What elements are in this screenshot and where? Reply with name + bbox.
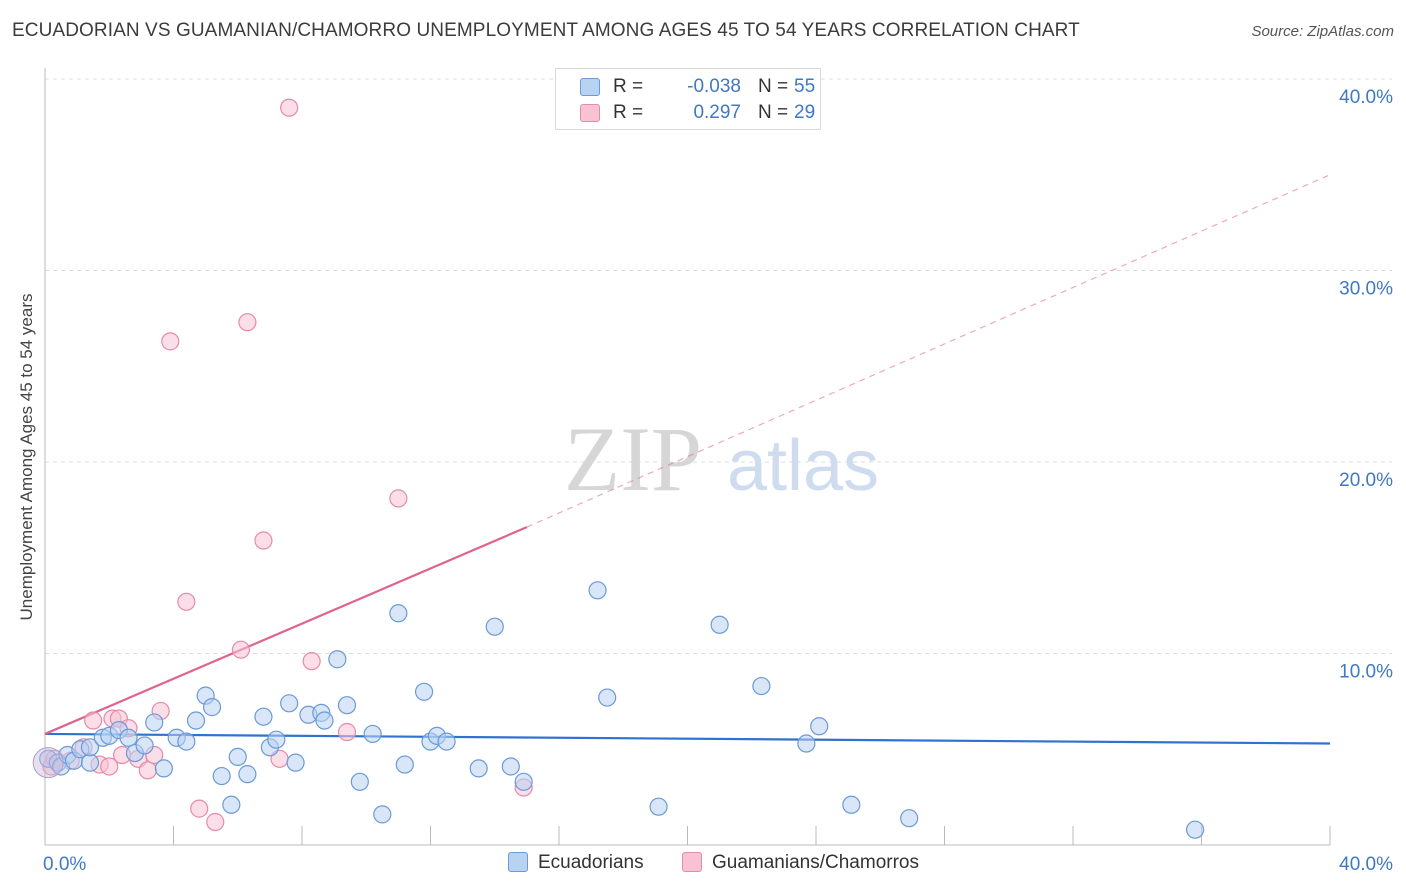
bottom-legend-guamanians: Guamanians/Chamorros <box>682 852 919 874</box>
guamanians-point <box>280 98 299 117</box>
ecuadorians-point <box>154 759 173 778</box>
ecuadorians-point <box>797 734 816 753</box>
legend-swatch-pink <box>580 104 600 122</box>
x-tick-label-max: 40.0% <box>1339 854 1393 875</box>
ecuadorians-point <box>315 711 334 730</box>
legend-n-value: 55 <box>794 76 816 97</box>
ecuadorians-point <box>900 809 919 828</box>
ecuadorians-point <box>395 755 414 774</box>
cluster-point <box>32 747 64 779</box>
bottom-legend-ecuadorians: Ecuadorians <box>508 852 644 874</box>
ecuadorians-point <box>389 604 408 623</box>
legend-n-label: N = <box>758 76 789 97</box>
watermark: ZIP atlas <box>564 408 879 510</box>
watermark-zip: ZIP <box>564 408 702 510</box>
guamanians-point <box>138 761 157 780</box>
ecuadorians-point <box>485 617 504 636</box>
legend-r-label: R = <box>613 76 644 97</box>
guamanians-trend-line-extrapolated <box>526 174 1331 528</box>
axes <box>44 68 1331 846</box>
legend-n-value: 29 <box>794 102 816 123</box>
ecuadorians-point <box>501 757 520 776</box>
correlation-legend: R = -0.038 N = 55 R = 0.297 N = 29 <box>555 68 821 130</box>
y-tick-label: 20.0% <box>1339 470 1393 491</box>
ecuadorians-point <box>177 732 196 751</box>
ecuadorians-point <box>80 753 100 772</box>
ecuadorians-point <box>286 753 305 772</box>
ecuadorians-point <box>337 696 357 715</box>
y-tick-label: 40.0% <box>1339 87 1393 108</box>
guamanians-point <box>238 313 257 332</box>
ecuadorians-point <box>238 765 257 784</box>
trend-lines <box>44 174 1331 745</box>
ecuadorians-point <box>212 766 231 786</box>
ecuadorians-point <box>80 738 100 757</box>
guamanians-point <box>177 592 196 611</box>
ecuadorians-point <box>373 805 392 824</box>
data-points <box>32 98 1205 839</box>
bottom-legend-swatch-blue <box>508 852 528 872</box>
guamanians-point <box>231 640 251 659</box>
ecuadorians-point <box>328 650 347 669</box>
ecuadorians-point <box>202 698 222 717</box>
ecuadorians-point <box>588 581 607 600</box>
bottom-legend-label: Guamanians/Chamorros <box>712 852 919 873</box>
guamanians-point <box>190 799 209 818</box>
ecuadorians-point <box>145 713 164 732</box>
legend-r-label: R = <box>613 102 644 123</box>
ecuadorians-point <box>710 615 729 634</box>
guamanians-point <box>84 711 103 730</box>
guamanians-point <box>389 489 408 508</box>
bottom-legend-swatch-pink <box>682 852 702 872</box>
guamanians-point <box>337 722 357 742</box>
ecuadorians-point <box>437 732 456 751</box>
guamanians-point <box>206 812 225 832</box>
guamanians-point <box>254 531 273 550</box>
ecuadorians-point <box>267 730 286 749</box>
ecuadorians-point <box>135 736 154 755</box>
ecuadorians-point <box>186 711 206 730</box>
legend-swatch-blue <box>580 78 600 96</box>
ecuadorians-point <box>222 795 241 814</box>
y-tick-label: 10.0% <box>1339 662 1393 683</box>
guamanians-point <box>302 652 321 671</box>
guamanians-point <box>161 332 180 351</box>
grid-lines <box>45 78 1392 654</box>
ecuadorians-point <box>649 797 668 816</box>
chart-title: ECUADORIAN VS GUAMANIAN/CHAMORRO UNEMPLO… <box>12 20 1080 41</box>
bottom-legend-label: Ecuadorians <box>538 852 644 873</box>
guamanians-trend-line <box>44 526 528 735</box>
ecuadorians-point <box>280 694 299 713</box>
ecuadorians-point <box>514 772 533 791</box>
legend-n-label: N = <box>758 102 789 123</box>
ecuadorians-point <box>254 707 273 726</box>
ecuadorians-point <box>842 795 861 814</box>
ecuadorians-point <box>598 688 617 707</box>
x-tick-label-min: 0.0% <box>43 854 86 875</box>
legend-r-value: -0.038 <box>687 76 741 97</box>
y-tick-label: 30.0% <box>1339 279 1393 300</box>
ecuadorians-point <box>1185 820 1205 839</box>
ecuadorians-point <box>350 772 369 791</box>
watermark-atlas: atlas <box>727 426 879 506</box>
legend-r-value: 0.297 <box>693 102 741 123</box>
ecuadorians-trend-line <box>44 732 1331 745</box>
source-label: Source: ZipAtlas.com <box>1251 23 1394 40</box>
tick-labels: 10.0% 20.0% 30.0% 40.0% 0.0% 40.0% <box>43 87 1393 875</box>
guamanians-point <box>100 757 119 776</box>
ecuadorians-point <box>752 676 771 696</box>
ecuadorians-point <box>810 717 829 736</box>
ecuadorians-point <box>469 759 488 778</box>
ecuadorians-point <box>228 747 247 767</box>
ecuadorians-point <box>363 724 382 744</box>
ecuadorians-point <box>119 728 138 747</box>
ecuadorians-point <box>414 682 434 701</box>
